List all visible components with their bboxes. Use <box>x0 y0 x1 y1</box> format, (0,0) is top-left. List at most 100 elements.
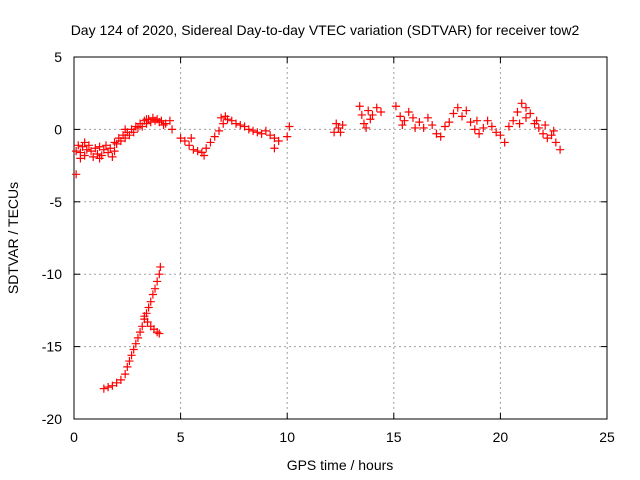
plot-frame <box>73 56 608 420</box>
data-point <box>248 126 258 135</box>
data-point <box>125 131 134 140</box>
data-point <box>138 322 147 331</box>
data-point <box>202 144 211 153</box>
data-point <box>419 123 428 133</box>
data-point <box>142 115 151 124</box>
data-point <box>330 128 339 137</box>
data-point <box>466 118 475 127</box>
data-point <box>146 297 155 306</box>
y-tick-label: -20 <box>42 411 62 427</box>
data-point <box>364 106 373 115</box>
data-point <box>176 133 185 143</box>
data-point <box>80 138 89 147</box>
x-tick-label: 25 <box>599 429 615 445</box>
data-point <box>521 113 531 122</box>
data-point <box>547 131 556 140</box>
data-point <box>453 103 462 112</box>
data-point <box>396 112 405 121</box>
axis-ticks: 0 5 10 15 20 25 -20 -15 -10 -5 0 5 <box>42 49 615 445</box>
y-tick-label: -10 <box>42 266 62 282</box>
data-point <box>457 112 467 121</box>
data-point <box>180 136 189 146</box>
data-point <box>534 123 543 133</box>
data-point <box>104 148 113 157</box>
data-point <box>80 151 89 160</box>
data-point <box>408 113 418 122</box>
data-point <box>104 383 113 392</box>
data-point <box>156 262 165 272</box>
data-point <box>283 132 292 141</box>
data-point <box>509 116 518 125</box>
data-point <box>487 122 496 131</box>
data-point <box>221 112 230 121</box>
data-point <box>116 375 126 385</box>
data-point <box>492 128 501 137</box>
data-point <box>270 144 279 153</box>
data-point <box>89 152 98 162</box>
y-tick-label: 0 <box>54 121 62 137</box>
data-point <box>112 378 121 387</box>
data-point <box>436 132 445 141</box>
x-tick-label: 10 <box>279 429 295 445</box>
data-point <box>199 151 209 160</box>
x-tick-label: 5 <box>177 429 185 445</box>
data-point <box>129 128 138 137</box>
data-point <box>185 141 194 150</box>
data-point <box>121 133 130 143</box>
data-point <box>76 154 85 163</box>
data-point <box>106 144 115 153</box>
data-point <box>532 116 541 125</box>
data-point <box>270 133 279 143</box>
data-point <box>366 115 375 124</box>
data-point <box>240 122 249 131</box>
data-point <box>148 290 157 299</box>
data-point <box>496 131 505 140</box>
data-point <box>372 103 381 112</box>
data-point <box>231 119 241 128</box>
data-point <box>541 120 550 130</box>
data-point <box>400 116 409 125</box>
data-point <box>157 116 166 125</box>
data-point <box>138 122 147 131</box>
data-point <box>415 118 424 127</box>
data-point <box>123 362 132 371</box>
data-point <box>338 120 347 130</box>
data-point <box>428 120 437 130</box>
x-axis-label: GPS time / hours <box>287 457 394 473</box>
data-point <box>108 381 117 390</box>
data-point <box>78 142 87 151</box>
data-point <box>121 125 130 134</box>
data-point <box>99 384 108 393</box>
data-point <box>210 132 219 141</box>
data-point <box>193 147 202 156</box>
data-point <box>404 107 413 117</box>
data-point <box>285 122 294 131</box>
data-point <box>445 118 454 127</box>
x-tick-label: 20 <box>493 429 509 445</box>
data-point <box>189 145 198 154</box>
data-point <box>217 113 226 122</box>
data-point <box>135 328 145 337</box>
y-tick-label: -5 <box>50 194 63 210</box>
y-tick-label: 5 <box>54 49 62 65</box>
data-point <box>274 136 283 146</box>
data-point <box>551 138 560 147</box>
data-point <box>110 138 119 147</box>
data-point <box>376 107 386 117</box>
data-point <box>500 138 509 147</box>
data-point <box>187 133 196 143</box>
data-point <box>515 119 524 128</box>
data-point <box>227 116 236 125</box>
x-tick-label: 0 <box>70 429 78 445</box>
x-tick-label: 15 <box>386 429 402 445</box>
data-point <box>129 345 138 354</box>
data-point <box>357 110 366 120</box>
data-point <box>101 141 111 150</box>
data-point <box>82 145 91 154</box>
data-point <box>411 123 420 133</box>
data-point <box>470 125 479 134</box>
data-point <box>214 126 224 135</box>
data-point <box>549 126 558 135</box>
data-point <box>155 270 164 279</box>
